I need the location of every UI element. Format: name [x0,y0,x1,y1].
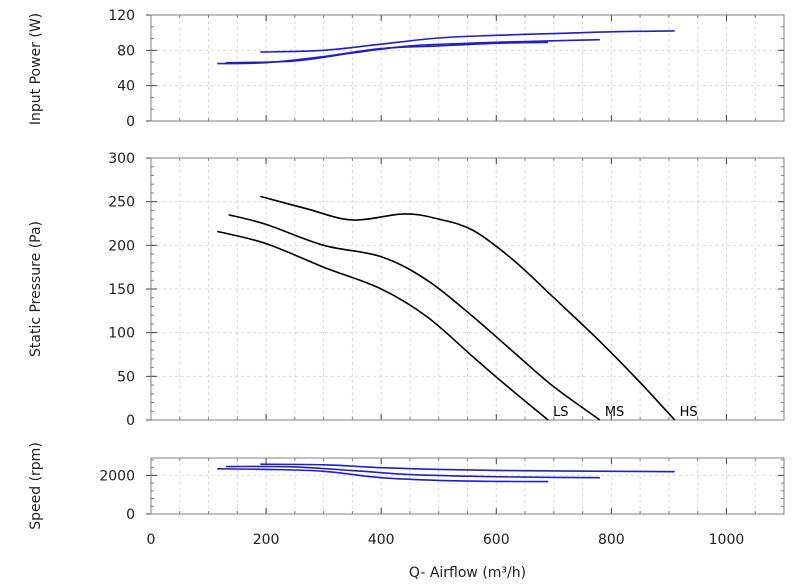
x-tick-label: 0 [147,532,156,548]
power-curve-1 [260,30,675,53]
pressure-curve-2 [228,214,601,421]
plot-frame [150,14,785,122]
y-tick-label: 50 [117,369,135,385]
speed-curve-3 [217,468,549,483]
curve-label-ms: MS [605,405,624,420]
y-axis-title: Input Power (W) [28,13,44,125]
y-tick-label: 120 [108,8,135,24]
y-tick-label: 40 [117,79,135,95]
pressure-curve-3 [260,195,676,421]
pressure-curve-1 [217,230,549,421]
x-tick-label: 200 [253,532,280,548]
y-tick-label: 100 [108,326,135,342]
pressure-panel: 0 50 100 150 200 250 300 Static Pressure (Pa) LS… [28,151,785,429]
curve-label-ls: LS [553,405,569,420]
x-tick-label: 800 [598,532,625,548]
speed-panel: 0 2000 Speed (rpm) 0 200 400 600 800 1000 Q- Airf… [28,442,785,581]
x-tick-label: 400 [368,532,395,548]
curve-label-hs: HS [680,405,698,420]
x-tick-label: 600 [483,532,510,548]
y-tick-label: 0 [126,507,135,523]
y-axis-title: Static Pressure (Pa) [28,221,44,357]
y-tick-label: 150 [108,282,135,298]
y-tick-label: 250 [108,195,135,211]
y-tick-label: 80 [117,43,135,59]
speed-curve-1 [260,463,675,473]
plot-frame [150,457,785,515]
x-tick-label: 1000 [709,532,745,548]
y-tick-label: 300 [108,151,135,167]
x-axis-title: Q- Airflow (m³/h) [409,565,526,581]
y-tick-label: 2000 [99,468,135,484]
power-curve-2 [225,38,600,64]
speed-curve-2 [225,465,600,479]
y-tick-label: 200 [108,238,135,254]
y-axis-title: Speed (rpm) [28,442,44,530]
plot-frame [150,157,785,421]
y-tick-label: 0 [126,413,135,429]
power-curve-3 [217,41,549,65]
power-panel: 0 40 80 120 Input Power (W) [28,8,785,130]
y-tick-label: 0 [126,114,135,130]
